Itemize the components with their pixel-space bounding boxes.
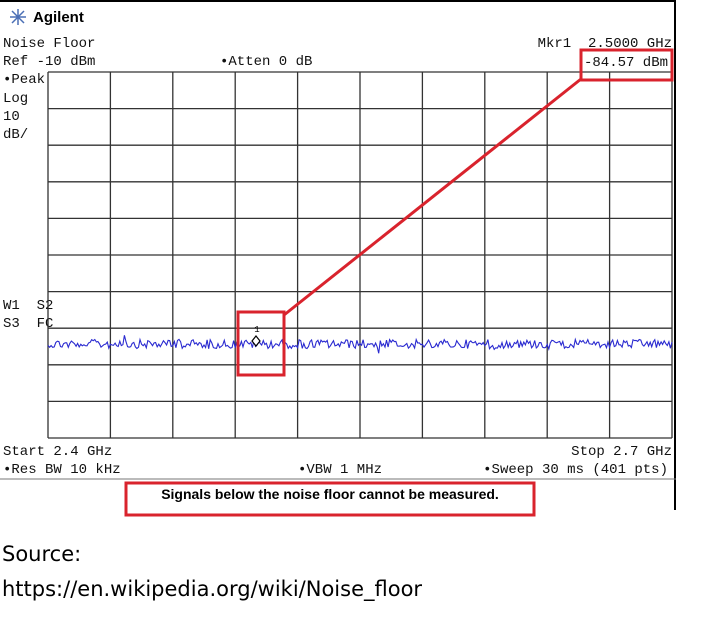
left-label: W1 S2 <box>3 298 53 314</box>
graticule <box>47 71 673 439</box>
left-label: Log <box>3 91 28 107</box>
start-freq: Start 2.4 GHz <box>3 444 112 460</box>
noise-trace <box>47 335 673 354</box>
left-label: 10 <box>3 109 20 125</box>
left-label: S3 FC <box>3 316 53 332</box>
marker-level: -84.57 dBm <box>584 55 668 71</box>
marker-index: 1 <box>254 325 259 335</box>
res-bw: •Res BW 10 kHz <box>3 462 121 478</box>
highlight-box <box>236 310 286 377</box>
reference: Ref -10 dBm <box>3 54 95 70</box>
mode: Noise Floor <box>3 36 95 52</box>
brand-logo <box>10 9 26 25</box>
caption-box <box>124 481 536 517</box>
left-label: •Peak <box>3 72 45 88</box>
stop-freq: Stop 2.7 GHz <box>571 444 672 460</box>
brand: Agilent <box>33 9 84 26</box>
source-url: https://en.wikipedia.org/wiki/Noise_floo… <box>2 577 422 602</box>
sweep: •Sweep 30 ms (401 pts) <box>483 462 668 478</box>
connector <box>283 77 582 317</box>
marker-diamond <box>251 335 261 347</box>
marker: Mkr1 2.5000 GHz <box>538 36 672 52</box>
highlight-box <box>579 48 674 82</box>
left-label: dB/ <box>3 127 28 143</box>
attenuation: •Atten 0 dB <box>220 54 312 70</box>
source-label: Source: <box>2 542 81 566</box>
caption: Signals below the noise floor cannot be … <box>161 486 499 502</box>
vbw: •VBW 1 MHz <box>298 462 382 478</box>
